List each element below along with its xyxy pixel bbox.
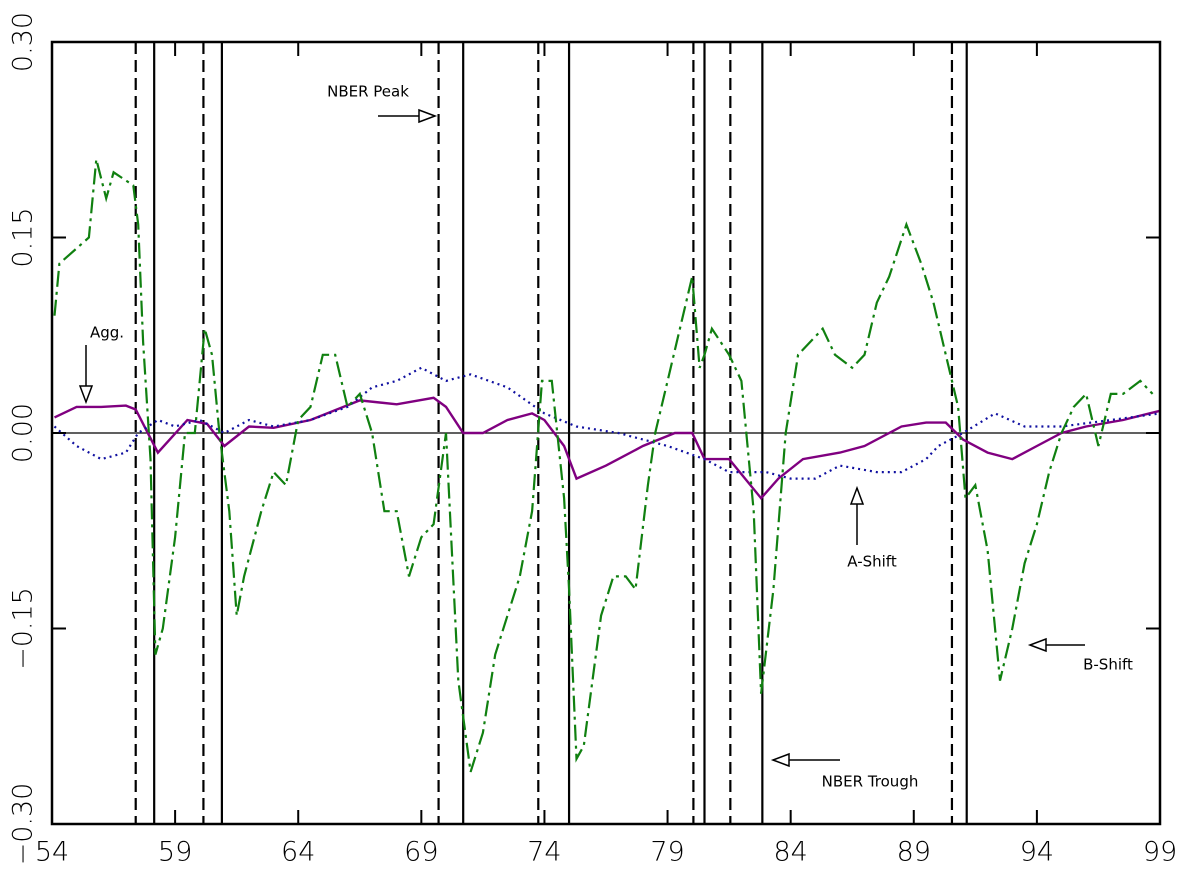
plot-frame [50, 40, 1162, 826]
annotation: A-Shift [847, 553, 897, 571]
annotation: NBER Trough [822, 773, 919, 791]
y-tick-label: −0.30 [8, 783, 39, 866]
arrow-head [1027, 637, 1047, 653]
annotation: Agg. [90, 324, 124, 342]
x-tick-label: 64 [281, 837, 315, 868]
arrow-head [418, 108, 438, 124]
annotation: B-Shift [1083, 656, 1133, 674]
series-line [53, 396, 1161, 501]
x-tick-label: 69 [404, 837, 438, 868]
annotation: NBER Peak [327, 83, 409, 101]
y-tick-label: 0.30 [8, 12, 39, 72]
x-tick-label: 79 [650, 837, 684, 868]
y-tick-label: 0.00 [8, 403, 39, 463]
x-tick-label: 59 [158, 837, 192, 868]
arrow-head [849, 485, 865, 505]
series-line [53, 366, 1161, 480]
y-tick-label: 0.15 [8, 207, 39, 267]
x-tick-label: 54 [35, 837, 69, 868]
x-tick-label: 89 [897, 837, 931, 868]
x-tick-label: 94 [1020, 837, 1054, 868]
arrow-head [770, 752, 790, 768]
y-tick-label: −0.15 [8, 587, 39, 670]
x-tick-label: 99 [1143, 837, 1177, 868]
series-line [53, 159, 1154, 773]
x-tick-label: 74 [527, 837, 561, 868]
arrow-head [78, 385, 94, 405]
x-tick-label: 84 [773, 837, 807, 868]
